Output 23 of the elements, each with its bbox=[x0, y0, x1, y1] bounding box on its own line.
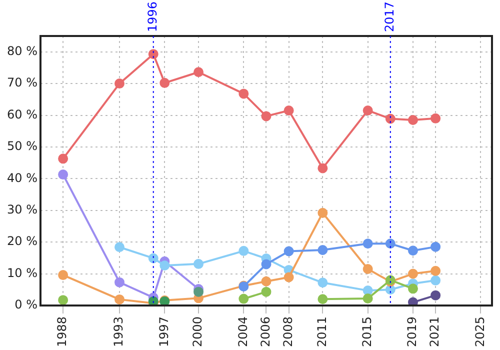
ref-line-label: 2017 bbox=[382, 1, 397, 32]
x-tick-label: 2011 bbox=[314, 316, 329, 348]
y-tick-label: 30 % bbox=[6, 202, 38, 216]
y-tick-label: 50 % bbox=[6, 139, 38, 154]
ref-line-label: 1996 bbox=[145, 1, 160, 32]
x-tick-label: 2008 bbox=[280, 316, 295, 348]
y-tick-label: 70 % bbox=[6, 76, 38, 90]
x-tick-label: 2025 bbox=[472, 316, 487, 348]
y-tick-label: 80 % bbox=[6, 44, 38, 58]
x-tick-label: 2019 bbox=[405, 316, 420, 348]
x-tick-label: 1988 bbox=[55, 316, 70, 348]
y-tick-label: 40 % bbox=[6, 170, 38, 185]
y-tick-label: 20 % bbox=[6, 234, 38, 248]
y-tick-label: 10 % bbox=[6, 266, 38, 280]
x-tick-label: 2000 bbox=[190, 316, 205, 348]
x-tick-label: 2006 bbox=[258, 316, 272, 348]
x-tick-label: 2015 bbox=[360, 316, 374, 348]
y-tick-label: 0 % bbox=[14, 298, 38, 312]
x-tick-label: 2021 bbox=[428, 316, 442, 348]
x-tick-label: 1997 bbox=[156, 316, 171, 348]
y-tick-label: 60 % bbox=[6, 107, 38, 122]
x-tick-label: 2004 bbox=[236, 316, 250, 348]
x-tick-label: 1993 bbox=[112, 316, 126, 348]
